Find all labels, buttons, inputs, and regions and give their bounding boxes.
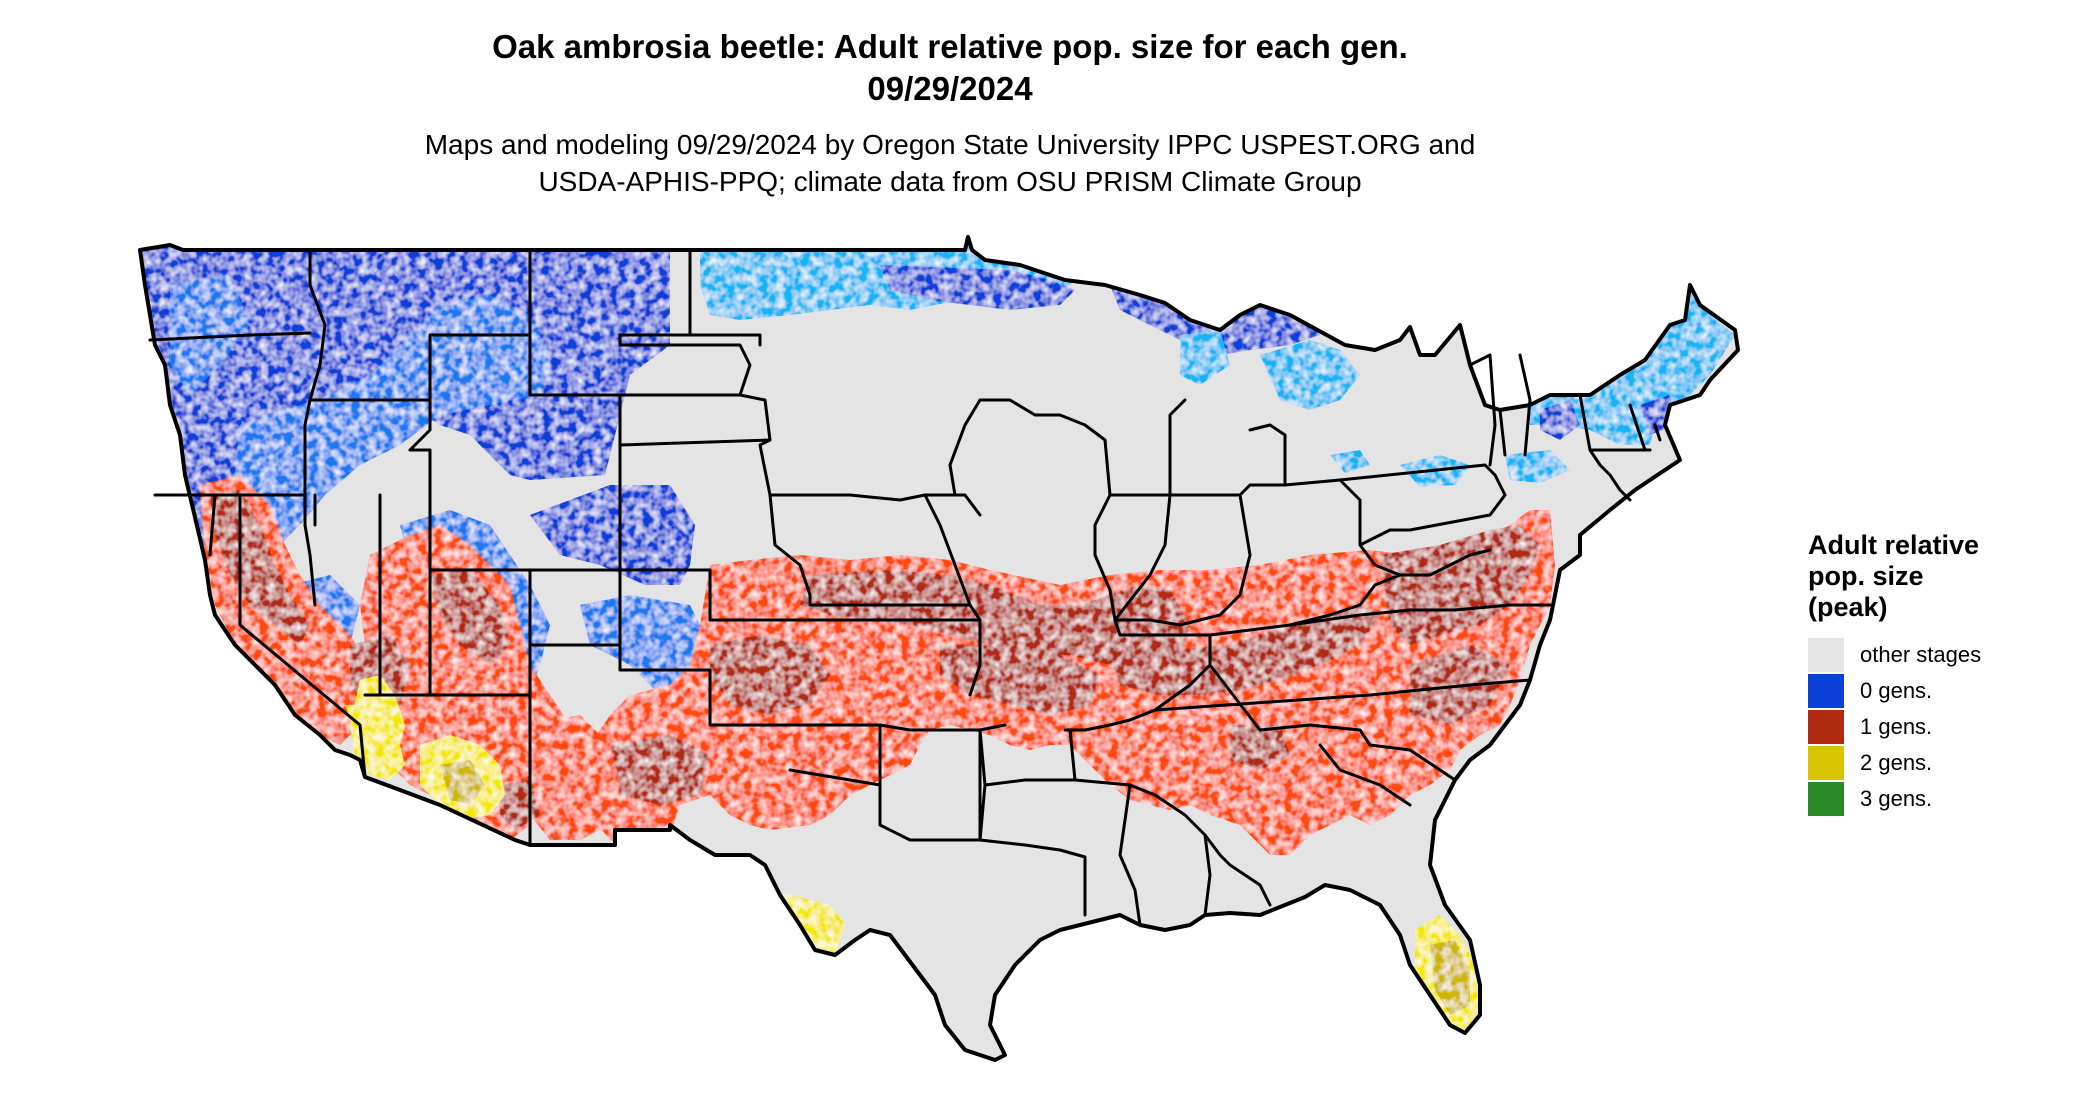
- legend-swatch: [1808, 746, 1844, 780]
- us-outline: [138, 235, 1740, 1062]
- legend-label: 3 gens.: [1860, 786, 1933, 811]
- legend-label: 1 gens.: [1860, 714, 1933, 739]
- legend-label: 0 gens.: [1860, 678, 1933, 703]
- title-line-1: Oak ambrosia beetle: Adult relative pop.…: [492, 28, 1408, 65]
- legend-swatch: [1808, 674, 1844, 708]
- legend-title-line-3: (peak): [1808, 592, 1888, 622]
- legend-label: other stages: [1860, 642, 1982, 667]
- legend-title: Adult relative pop. size (peak): [1808, 530, 2008, 623]
- map-fill-layer: [140, 237, 1738, 1060]
- legend-title-line-2: pop. size: [1808, 561, 1924, 591]
- legend-item-other-stages: other stages: [1808, 637, 2008, 673]
- subtitle-line-1: Maps and modeling 09/29/2024 by Oregon S…: [424, 129, 1476, 160]
- legend: Adult relative pop. size (peak) other st…: [1808, 530, 2008, 817]
- legend-item-0-gens: 0 gens.: [1808, 673, 2008, 709]
- legend-item-3-gens: 3 gens.: [1808, 781, 2008, 817]
- legend-swatch: [1808, 710, 1844, 744]
- legend-label: 2 gens.: [1860, 750, 1933, 775]
- legend-item-1-gens: 1 gens.: [1808, 709, 2008, 745]
- interior-state-lines: [148, 248, 1662, 927]
- legend-item-2-gens: 2 gens.: [1808, 745, 2008, 781]
- us-map: [138, 235, 1740, 1062]
- subtitle-line-2: USDA-APHIS-PPQ; climate data from OSU PR…: [538, 166, 1362, 197]
- one-gens-region: [200, 475, 1555, 895]
- legend-swatch: [1808, 638, 1844, 672]
- title-date: 09/29/2024: [867, 70, 1033, 107]
- state-borders: [138, 235, 1740, 1062]
- legend-title-line-1: Adult relative: [1808, 530, 1980, 560]
- legend-swatch: [1808, 782, 1844, 816]
